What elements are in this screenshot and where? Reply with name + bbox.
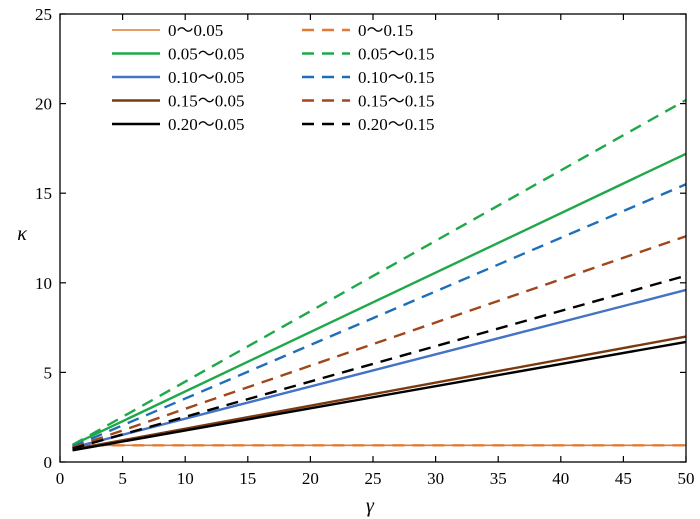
legend-label: 0.10～0.05 [168, 68, 245, 87]
axes-layer: 0 5 10 15 20 25 30 35 40 45 50 0 5 10 15 20 25 [35, 5, 695, 488]
legend-item: 0.20～0.05 [112, 115, 245, 134]
x-tick-label: 25 [365, 469, 382, 488]
x-tick-label: 0 [56, 469, 65, 488]
x-tick-label: 40 [552, 469, 569, 488]
x-tick-label: 45 [615, 469, 632, 488]
x-tick-label: 15 [239, 469, 256, 488]
series-line-7 [72, 235, 687, 449]
legend-item: 0.15～0.05 [112, 92, 245, 111]
y-tick-label: 10 [35, 274, 52, 293]
legend-item: 0～0.15 [302, 21, 413, 40]
legend-item: 0.05～0.15 [302, 45, 435, 64]
series-line-6 [72, 335, 687, 451]
y-tick-label: 20 [35, 95, 52, 114]
series-line-3 [71, 98, 687, 447]
legend-item: 0.05～0.05 [112, 45, 245, 64]
legend-label: 0～0.15 [358, 21, 413, 40]
legend-item: 0.10～0.05 [112, 68, 245, 87]
series-line-8 [72, 340, 687, 452]
series-layer [71, 98, 687, 452]
series-line-5 [72, 183, 687, 448]
legend-label: 0.15～0.05 [168, 92, 245, 111]
series-line-2 [72, 152, 687, 447]
series-line-4 [72, 288, 687, 449]
series-line-9 [72, 274, 687, 450]
legend-item: 0.20～0.15 [302, 115, 435, 134]
x-tick-label: 30 [427, 469, 444, 488]
plot-area [60, 14, 686, 462]
y-tick-label: 0 [44, 453, 53, 472]
legend-label: 0.10～0.15 [358, 68, 435, 87]
y-tick-label: 15 [35, 184, 52, 203]
x-tick-label: 10 [177, 469, 194, 488]
y-tick-label: 25 [35, 5, 52, 24]
y-axis-label: κ [17, 223, 27, 245]
legend-item: 0.15～0.15 [302, 92, 435, 111]
legend: 0～0.05 0.05～0.05 0.10～0.05 0.15～0.05 0.20～0.… [112, 21, 435, 134]
x-tick-label: 20 [302, 469, 319, 488]
x-axis-label: γ [366, 495, 375, 517]
x-tick-label: 35 [490, 469, 507, 488]
legend-label: 0.05～0.15 [358, 45, 435, 64]
legend-label: 0.20～0.15 [358, 115, 435, 134]
plot-background [60, 14, 686, 462]
y-tick-label: 5 [44, 363, 53, 382]
x-tick-label: 50 [678, 469, 695, 488]
legend-label: 0.15～0.15 [358, 92, 435, 111]
x-tick-label: 5 [118, 469, 127, 488]
legend-item: 0.10～0.15 [302, 68, 435, 87]
legend-label: 0～0.05 [168, 21, 223, 40]
legend-label: 0.05～0.05 [168, 45, 245, 64]
legend-label: 0.20～0.05 [168, 115, 245, 134]
legend-item: 0～0.05 [112, 21, 223, 40]
